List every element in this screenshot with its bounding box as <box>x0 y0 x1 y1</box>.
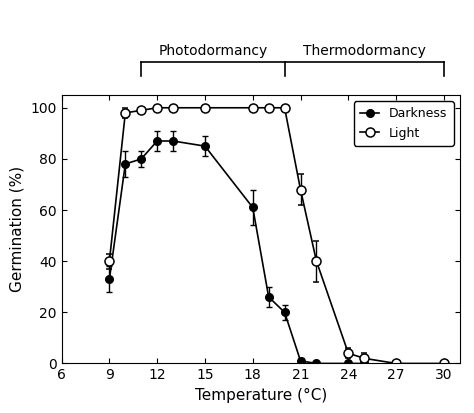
Legend: Darkness, Light: Darkness, Light <box>354 101 454 146</box>
Text: Photodormancy: Photodormancy <box>158 44 267 58</box>
X-axis label: Temperature (°C): Temperature (°C) <box>194 388 327 403</box>
Text: Thermodormancy: Thermodormancy <box>303 44 426 58</box>
Y-axis label: Germination (%): Germination (%) <box>10 166 25 292</box>
